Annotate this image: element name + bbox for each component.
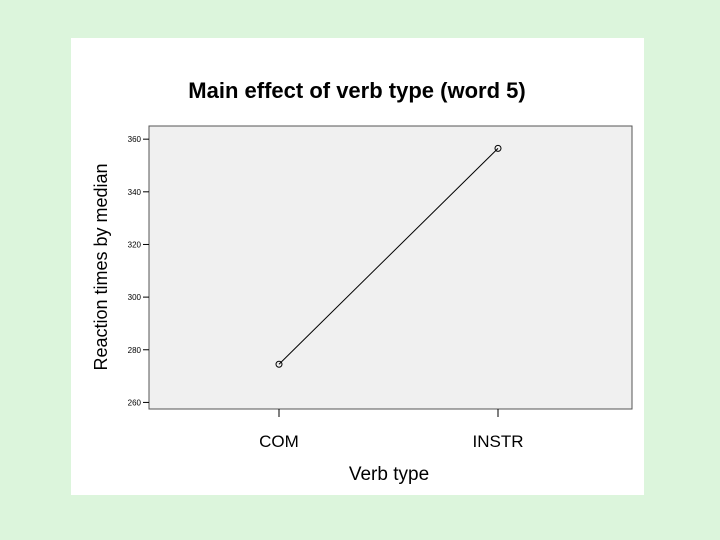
y-tick-label: 280 bbox=[128, 346, 142, 355]
y-tick-label: 340 bbox=[128, 188, 142, 197]
x-tick-label: COM bbox=[259, 432, 299, 451]
y-tick-label: 360 bbox=[128, 135, 142, 144]
plot-area bbox=[148, 125, 633, 410]
chart-panel: Main effect of verb type (word 5) 260 280… bbox=[71, 38, 644, 495]
x-axis-label: Verb type bbox=[349, 464, 429, 485]
y-axis-label: Reaction times by median bbox=[91, 163, 111, 370]
x-tick-label: INSTR bbox=[473, 432, 524, 451]
y-axis-ticks: 260 280 300 320 340 360 bbox=[128, 135, 149, 407]
y-tick-label: 260 bbox=[128, 398, 142, 407]
series-line bbox=[278, 148, 499, 365]
line-chart: Main effect of verb type (word 5) 260 280… bbox=[91, 78, 633, 485]
y-tick-label: 300 bbox=[128, 293, 142, 302]
chart-title: Main effect of verb type (word 5) bbox=[188, 78, 525, 103]
data-point bbox=[275, 360, 283, 368]
x-axis-ticks: COM INSTR bbox=[259, 409, 524, 451]
data-point bbox=[494, 144, 502, 152]
series-layer bbox=[275, 144, 502, 368]
y-tick-label: 320 bbox=[128, 240, 142, 249]
